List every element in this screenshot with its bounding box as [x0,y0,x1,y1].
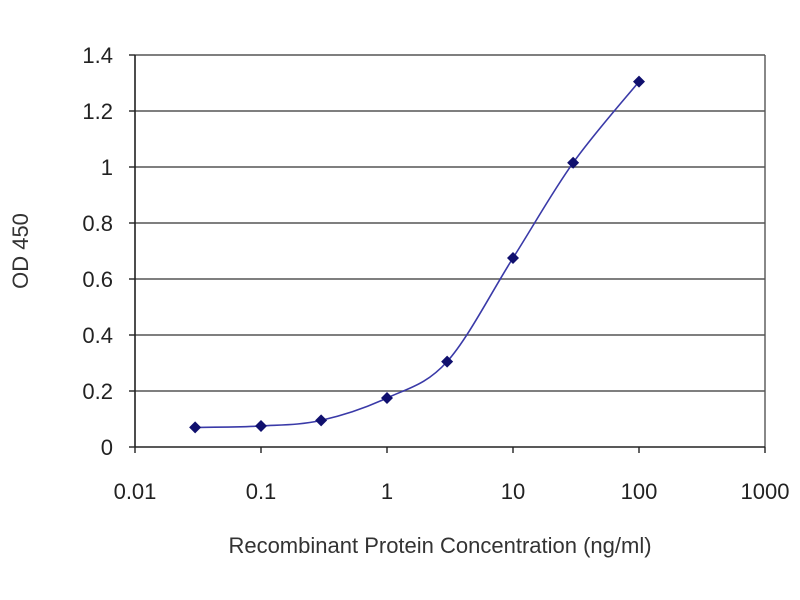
data-point-marker [315,414,328,427]
y-axis-ticks: 0 0.2 0.4 0.6 0.8 1 1.2 1.4 [82,43,135,460]
y-tick-label: 1.4 [82,43,113,68]
x-axis-title: Recombinant Protein Concentration (ng/ml… [228,533,651,558]
data-point-marker [567,156,580,169]
y-tick-label: 0 [101,435,113,460]
x-tick-label: 1 [381,479,393,504]
y-tick-label: 0.4 [82,323,113,348]
x-tick-label: 100 [621,479,658,504]
y-tick-label: 0.2 [82,379,113,404]
y-tick-label: 1.2 [82,99,113,124]
axes [134,55,765,448]
x-tick-label: 10 [501,479,525,504]
data-point-marker [255,420,267,432]
y-axis-title: OD 450 [8,213,33,289]
data-point-marker [441,355,454,368]
horizontal-gridlines [135,54,766,447]
data-point-marker [507,252,519,264]
series-line [195,81,640,429]
x-axis-ticks: 0.01 0.1 1 10 100 1000 [114,447,790,504]
data-markers [189,75,645,434]
x-tick-label: 0.1 [246,479,277,504]
data-point-marker [381,392,393,404]
y-tick-label: 1 [101,155,113,180]
x-tick-label: 1000 [741,479,790,504]
x-tick-label: 0.01 [114,479,157,504]
y-tick-label: 0.6 [82,267,113,292]
y-tick-label: 0.8 [82,211,113,236]
data-point-marker [633,75,645,88]
data-point-marker [189,421,202,434]
